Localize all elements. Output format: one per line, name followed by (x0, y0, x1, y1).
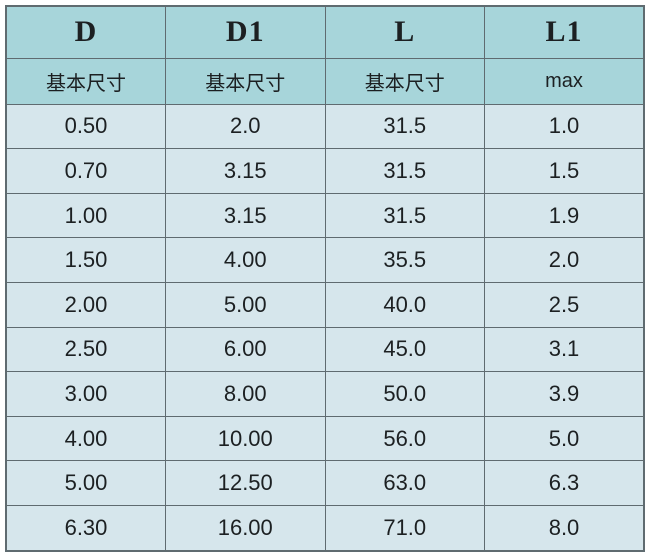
table-cell: 2.50 (5, 326, 166, 373)
table-cell: 1.0 (484, 103, 645, 150)
table-cell: 63.0 (324, 460, 485, 506)
table-cell: 2.0 (165, 103, 326, 150)
table-cell: 2.0 (484, 237, 645, 283)
table-cell: 3.1 (484, 326, 645, 373)
table-cell: 50.0 (324, 371, 485, 417)
table-cell: 45.0 (324, 326, 485, 373)
table-row: 6.30 16.00 71.0 8.0 (5, 504, 645, 552)
col-header-d1: D1 (165, 5, 326, 59)
table-row: 2.00 5.00 40.0 2.5 (5, 281, 645, 328)
table-header: D D1 L L1 基本尺寸 基本尺寸 基本尺寸 max (5, 5, 645, 105)
subheader-row: 基本尺寸 基本尺寸 基本尺寸 max (5, 57, 645, 105)
table-cell: 4.00 (5, 415, 166, 462)
table-cell: 31.5 (324, 103, 485, 150)
table-cell: 56.0 (324, 415, 485, 462)
col-subheader-l: 基本尺寸 (324, 57, 485, 105)
table-cell: 31.5 (324, 148, 485, 194)
table-cell: 0.70 (5, 148, 166, 194)
table-cell: 3.00 (5, 371, 166, 417)
table-row: 2.50 6.00 45.0 3.1 (5, 326, 645, 373)
table-body: 0.50 2.0 31.5 1.0 0.70 3.15 31.5 1.5 1.00 3.15 31.… (5, 103, 645, 552)
table-cell: 5.00 (165, 281, 326, 328)
table-cell: 3.9 (484, 371, 645, 417)
table-row: 0.50 2.0 31.5 1.0 (5, 103, 645, 150)
table-row: 0.70 3.15 31.5 1.5 (5, 148, 645, 194)
table-cell: 2.5 (484, 281, 645, 328)
table-cell: 1.50 (5, 237, 166, 283)
col-header-d: D (5, 5, 166, 59)
table-cell: 0.50 (5, 103, 166, 150)
table-cell: 3.15 (165, 192, 326, 239)
table-cell: 3.15 (165, 148, 326, 194)
table-cell: 2.00 (5, 281, 166, 328)
table-cell: 6.00 (165, 326, 326, 373)
table-cell: 1.5 (484, 148, 645, 194)
table-cell: 16.00 (165, 504, 326, 552)
table-cell: 8.00 (165, 371, 326, 417)
col-header-l1: L1 (484, 5, 645, 59)
table-cell: 71.0 (324, 504, 485, 552)
table-cell: 40.0 (324, 281, 485, 328)
table-cell: 5.00 (5, 460, 166, 506)
table-cell: 1.9 (484, 192, 645, 239)
table-row: 1.00 3.15 31.5 1.9 (5, 192, 645, 239)
table-row: 1.50 4.00 35.5 2.0 (5, 237, 645, 283)
table-cell: 31.5 (324, 192, 485, 239)
table-cell: 4.00 (165, 237, 326, 283)
col-subheader-d1: 基本尺寸 (165, 57, 326, 105)
col-subheader-d: 基本尺寸 (5, 57, 166, 105)
table-cell: 1.00 (5, 192, 166, 239)
table-cell: 5.0 (484, 415, 645, 462)
table-cell: 12.50 (165, 460, 326, 506)
col-subheader-l1: max (484, 57, 645, 105)
table-cell: 6.3 (484, 460, 645, 506)
table-row: 3.00 8.00 50.0 3.9 (5, 371, 645, 417)
table-cell: 6.30 (5, 504, 166, 552)
table-row: 4.00 10.00 56.0 5.0 (5, 415, 645, 462)
table-cell: 8.0 (484, 504, 645, 552)
table-cell: 35.5 (324, 237, 485, 283)
col-header-l: L (324, 5, 485, 59)
header-row: D D1 L L1 (5, 5, 645, 59)
table-row: 5.00 12.50 63.0 6.3 (5, 460, 645, 506)
dimensions-table: D D1 L L1 基本尺寸 基本尺寸 基本尺寸 max 0.50 2.0 31.5… (5, 5, 645, 552)
table-cell: 10.00 (165, 415, 326, 462)
